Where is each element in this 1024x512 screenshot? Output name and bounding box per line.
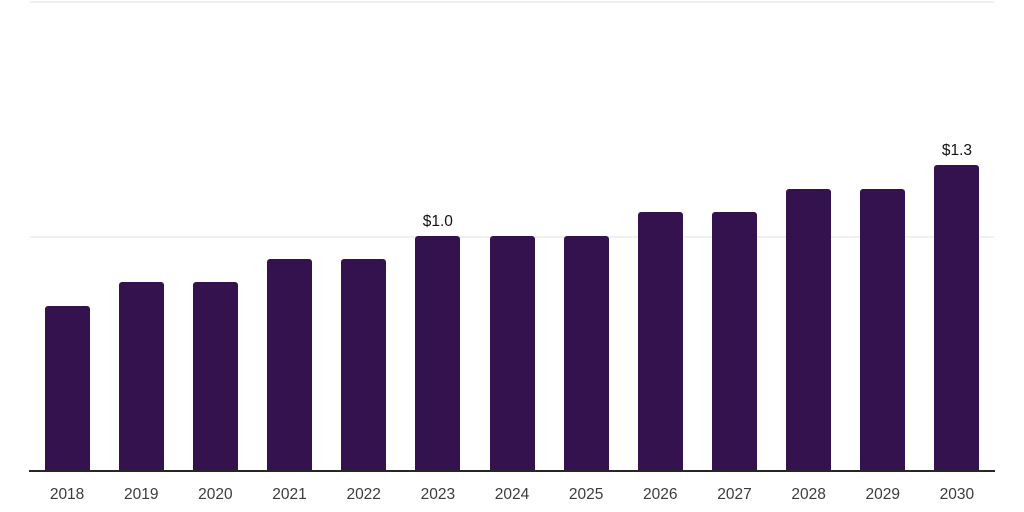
bar-2029 bbox=[860, 188, 906, 470]
bar-2025 bbox=[563, 235, 609, 470]
x-tick-label-2029: 2029 bbox=[865, 486, 901, 503]
x-axis-line bbox=[29, 470, 995, 472]
bar-2023 bbox=[415, 235, 461, 470]
gridline-y-2 bbox=[30, 1, 994, 3]
bar-value-label-2030: $1.3 bbox=[941, 142, 973, 160]
x-tick-label-2022: 2022 bbox=[346, 486, 381, 503]
bar-2026 bbox=[637, 212, 683, 470]
x-tick-label-2021: 2021 bbox=[272, 486, 307, 503]
x-tick-label-2025: 2025 bbox=[568, 486, 604, 503]
bar-2020 bbox=[192, 282, 238, 470]
bar-2030 bbox=[934, 165, 980, 470]
bar-2022 bbox=[341, 258, 387, 470]
bar-value-label-2023: $1.0 bbox=[422, 212, 453, 230]
bar-2024 bbox=[489, 235, 535, 470]
x-tick-label-2024: 2024 bbox=[494, 486, 530, 503]
x-tick-label-2030: 2030 bbox=[939, 486, 975, 503]
bar-2021 bbox=[267, 258, 313, 470]
x-tick-label-2020: 2020 bbox=[198, 486, 233, 503]
x-tick-label-2026: 2026 bbox=[643, 486, 678, 503]
x-tick-label-2023: 2023 bbox=[420, 486, 456, 503]
x-tick-label-2018: 2018 bbox=[49, 486, 85, 503]
bar-2018 bbox=[44, 305, 90, 470]
bar-2019 bbox=[118, 282, 164, 470]
bar-2028 bbox=[786, 188, 832, 470]
x-tick-label-2028: 2028 bbox=[791, 486, 826, 503]
x-tick-label-2019: 2019 bbox=[123, 486, 159, 503]
bar-2027 bbox=[711, 212, 757, 470]
x-tick-label-2027: 2027 bbox=[717, 486, 752, 503]
